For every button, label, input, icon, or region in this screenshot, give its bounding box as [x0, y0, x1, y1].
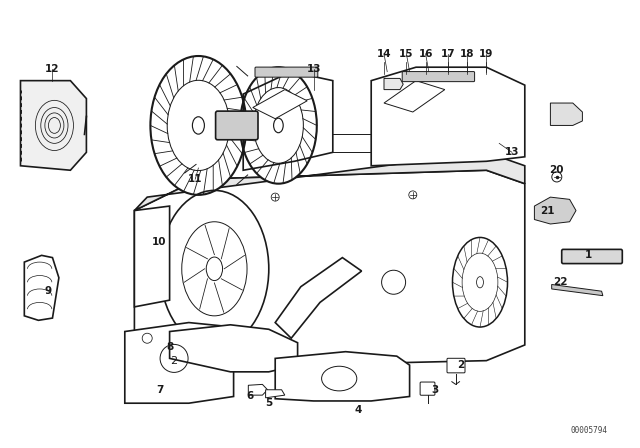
Text: 22: 22: [553, 277, 567, 287]
FancyBboxPatch shape: [447, 358, 465, 373]
FancyBboxPatch shape: [562, 250, 622, 263]
Polygon shape: [371, 67, 525, 166]
Text: 15: 15: [399, 49, 413, 59]
Text: 7: 7: [156, 385, 164, 395]
Circle shape: [381, 270, 406, 294]
Polygon shape: [534, 197, 576, 224]
Text: 21: 21: [540, 206, 554, 215]
Text: 16: 16: [419, 49, 433, 59]
Text: 2: 2: [457, 360, 465, 370]
Text: 4: 4: [355, 405, 362, 415]
Polygon shape: [275, 258, 362, 338]
Text: 11: 11: [188, 174, 202, 184]
Polygon shape: [243, 72, 333, 170]
FancyBboxPatch shape: [420, 382, 435, 395]
Polygon shape: [24, 255, 59, 320]
Ellipse shape: [273, 118, 283, 133]
Text: 8: 8: [166, 342, 173, 352]
Text: 19: 19: [479, 49, 493, 59]
Text: 20: 20: [550, 165, 564, 175]
Ellipse shape: [452, 237, 508, 327]
Polygon shape: [384, 78, 403, 90]
Polygon shape: [253, 90, 307, 119]
FancyBboxPatch shape: [255, 67, 318, 77]
Text: 12: 12: [45, 65, 60, 74]
Polygon shape: [134, 152, 525, 211]
Polygon shape: [20, 81, 86, 170]
Polygon shape: [384, 81, 445, 112]
Text: 6: 6: [246, 392, 253, 401]
Ellipse shape: [150, 56, 246, 195]
Polygon shape: [134, 206, 170, 307]
Polygon shape: [134, 170, 525, 367]
Text: 13: 13: [307, 65, 321, 74]
Polygon shape: [550, 103, 582, 125]
Text: 9: 9: [44, 286, 52, 296]
Text: 17: 17: [441, 49, 455, 59]
Polygon shape: [552, 284, 603, 296]
Text: 3: 3: [431, 385, 439, 395]
Circle shape: [552, 172, 562, 182]
Ellipse shape: [160, 190, 269, 347]
Text: 14: 14: [377, 49, 391, 59]
Text: 00005794: 00005794: [570, 426, 607, 435]
Polygon shape: [275, 352, 410, 401]
Ellipse shape: [240, 67, 317, 184]
Text: 10: 10: [152, 237, 166, 247]
Text: 13: 13: [505, 147, 519, 157]
FancyBboxPatch shape: [402, 72, 475, 82]
Text: 5: 5: [265, 398, 273, 408]
Text: 1: 1: [585, 250, 593, 260]
Text: 2: 2: [170, 356, 178, 366]
Ellipse shape: [193, 117, 204, 134]
Ellipse shape: [477, 277, 483, 288]
Text: 18: 18: [460, 49, 474, 59]
Polygon shape: [125, 323, 234, 403]
Polygon shape: [248, 384, 268, 395]
Polygon shape: [266, 390, 285, 398]
FancyBboxPatch shape: [216, 111, 258, 140]
Polygon shape: [170, 325, 298, 372]
Ellipse shape: [206, 257, 223, 280]
